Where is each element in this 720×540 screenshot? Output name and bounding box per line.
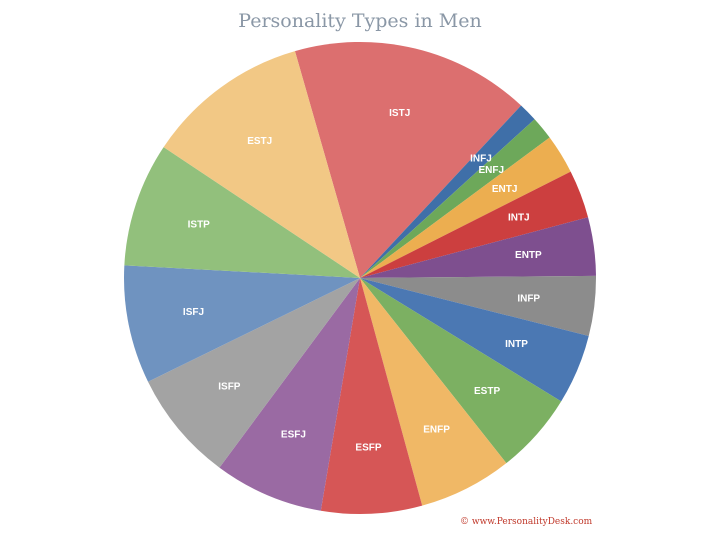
slice-estp xyxy=(360,278,562,464)
slice-label-entj: ENTJ xyxy=(492,184,518,195)
slice-label-estj: ESTJ xyxy=(247,136,272,147)
slice-label-infp: INFP xyxy=(517,293,540,304)
slice-label-entp: ENTP xyxy=(515,250,542,261)
slice-entj xyxy=(360,137,571,278)
slice-label-estp: ESTP xyxy=(474,386,500,397)
slice-esfp xyxy=(320,278,423,514)
slice-label-esfp: ESFP xyxy=(355,443,381,454)
slice-label-esfj: ESFJ xyxy=(281,429,306,440)
slice-label-istj: ISTJ xyxy=(389,108,410,119)
slice-isfp xyxy=(148,278,360,468)
slice-istp xyxy=(124,147,360,278)
slice-estj xyxy=(163,51,360,278)
slice-isfj xyxy=(124,265,360,382)
slice-label-enfp: ENFP xyxy=(423,425,450,436)
slice-infp xyxy=(360,275,596,337)
slice-enfp xyxy=(360,278,507,506)
slice-label-istp: ISTP xyxy=(188,219,211,230)
slice-entp xyxy=(360,217,596,278)
slice-label-infj: INFJ xyxy=(470,154,492,165)
slice-infj xyxy=(360,105,535,278)
chart-title: Personality Types in Men xyxy=(238,10,482,32)
slice-intp xyxy=(360,278,589,402)
pie-slices xyxy=(124,42,596,514)
slice-intj xyxy=(360,171,589,278)
slice-label-intj: INTJ xyxy=(508,212,530,223)
copyright-credit: © www.PersonalityDesk.com xyxy=(460,517,593,527)
slice-enfj xyxy=(360,119,550,279)
slice-label-isfp: ISFP xyxy=(218,382,241,393)
slice-label-intp: INTP xyxy=(505,339,528,350)
slice-esfj xyxy=(219,278,360,511)
slice-label-enfj: ENFJ xyxy=(479,165,505,176)
slice-label-isfj: ISFJ xyxy=(183,307,204,318)
slice-istj xyxy=(294,42,522,278)
